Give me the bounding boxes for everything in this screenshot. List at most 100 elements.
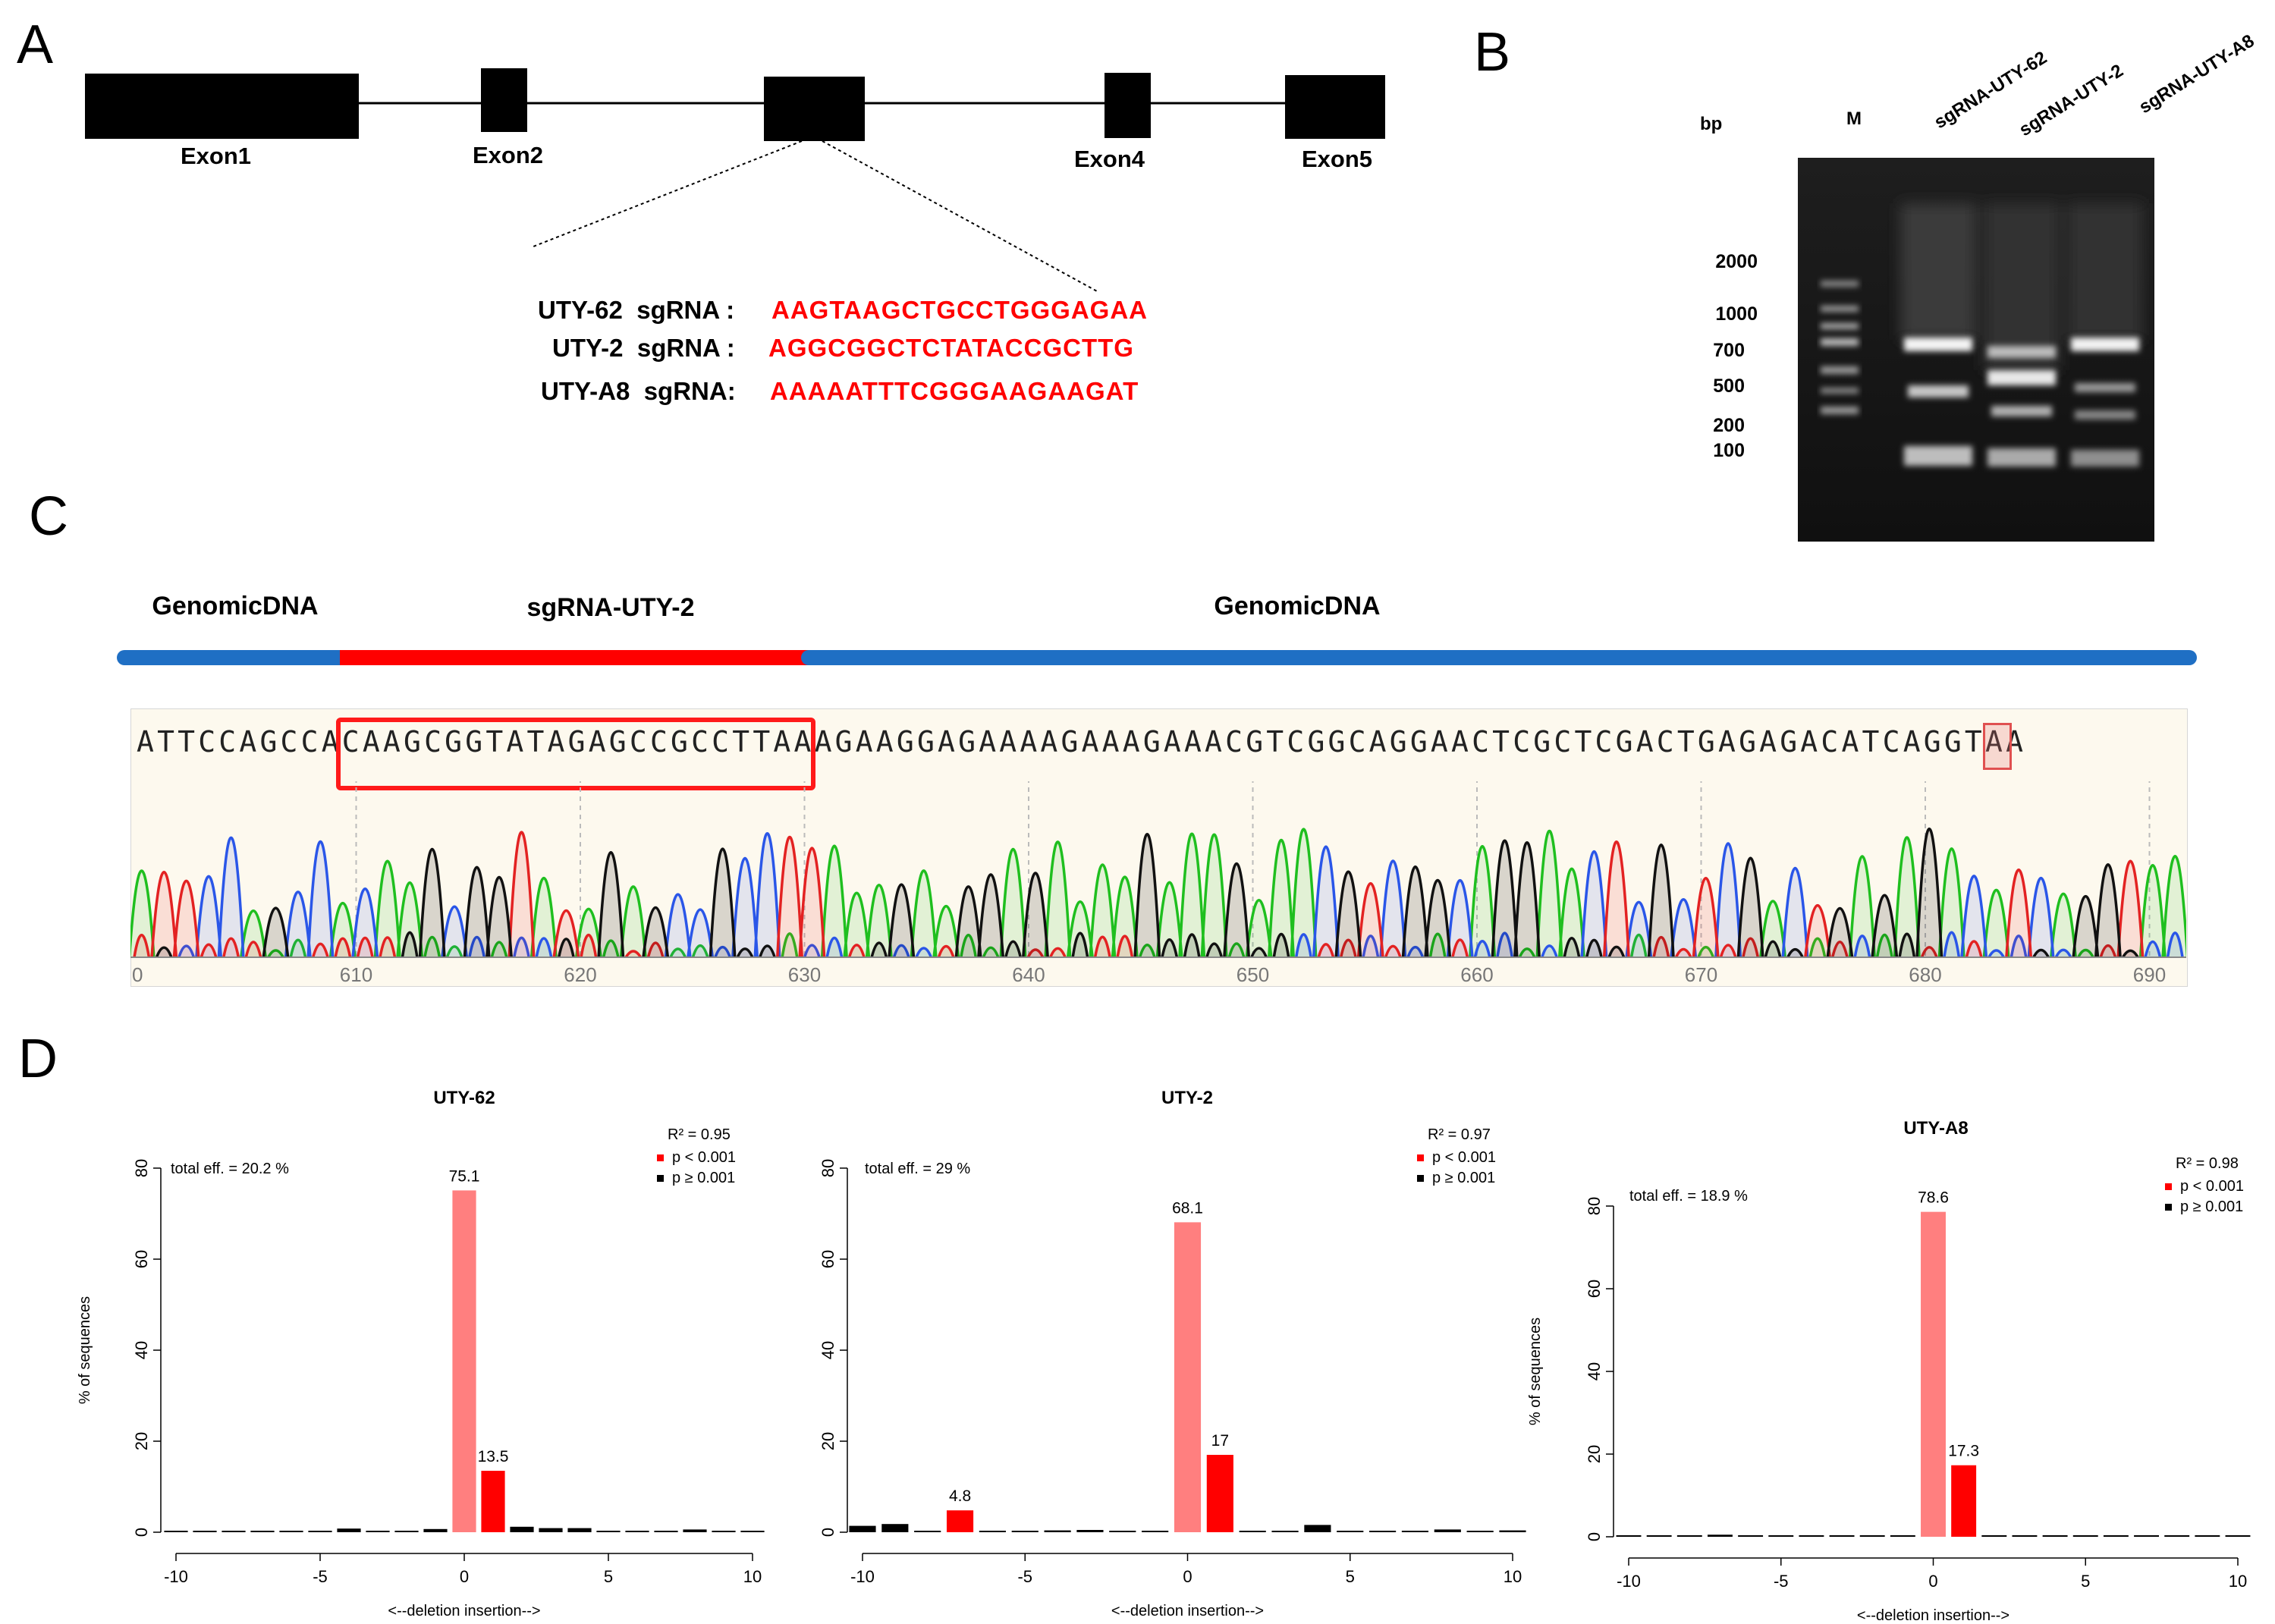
ladder-700-label: 700 [1713, 340, 1745, 361]
x-tick-label: -10 [164, 1567, 188, 1586]
bar-indel-3 [2012, 1535, 2038, 1537]
trace-position-label: 640 [1012, 963, 1045, 986]
exon-2-label: Exon2 [473, 142, 544, 168]
bar-indel--2 [394, 1531, 419, 1532]
y-tick-label: 40 [132, 1341, 151, 1359]
y-tick-label: 80 [1585, 1197, 1604, 1215]
x-tick-label: -5 [1774, 1572, 1789, 1591]
x-tick-label: -10 [1617, 1572, 1641, 1591]
lane-utya8-band-250 [2075, 410, 2135, 419]
y-tick-label: 0 [132, 1528, 151, 1537]
bar-indel--10 [164, 1531, 188, 1532]
bar-indel-1 [1206, 1455, 1233, 1532]
sgrna-highlight-box [336, 718, 815, 790]
bar-indel-6 [1369, 1531, 1397, 1532]
x-tick-label: 5 [1346, 1567, 1355, 1586]
lane-uty2-band-100 [1987, 448, 2056, 466]
zoom-line-right [822, 140, 1099, 293]
lane-uty2-band-650 [1987, 346, 2056, 358]
y-tick-label: 40 [819, 1341, 837, 1359]
bar-indel-10 [2225, 1535, 2251, 1537]
ladder-1000-label: 1000 [1715, 303, 1758, 325]
y-tick-label: 80 [132, 1159, 151, 1177]
region-bar [117, 650, 2197, 665]
legend-swatch-nonsignificant [1417, 1175, 1424, 1182]
x-tick-label: 0 [1183, 1567, 1192, 1586]
bar-value-label: 13.5 [478, 1448, 509, 1465]
bar-indel-7 [1401, 1531, 1429, 1532]
y-tick-label: 60 [1585, 1280, 1604, 1298]
bar-indel--5 [308, 1531, 332, 1532]
bar-indel-5 [596, 1531, 621, 1532]
region-label-genomic-left: GenomicDNA [152, 592, 319, 620]
x-axis-label: <--deletion insertion--> [388, 1603, 540, 1619]
legend-label-significant: p < 0.001 [2180, 1178, 2244, 1195]
bar-value-label: 78.6 [1918, 1189, 1949, 1207]
bar-indel-3 [539, 1528, 563, 1532]
legend-label-significant: p < 0.001 [672, 1149, 736, 1166]
chart-title: UTY-2 [1161, 1088, 1213, 1108]
y-tick-label: 0 [1585, 1532, 1604, 1541]
r-squared: R² = 0.95 [668, 1126, 731, 1143]
y-axis-label: % of sequences [1527, 1318, 1544, 1425]
chart-title: UTY-62 [433, 1088, 495, 1108]
y-tick-label: 0 [819, 1528, 837, 1537]
exon-1-box [85, 74, 359, 139]
ladder-200-label: 200 [1713, 415, 1745, 436]
exon-4-box [1105, 73, 1151, 138]
exon-1-label: Exon1 [181, 143, 252, 169]
bar-indel-9 [1466, 1531, 1494, 1532]
lane-uty62-band-400 [1908, 385, 1969, 397]
bar-indel--7 [1707, 1534, 1733, 1537]
total-efficiency: total eff. = 20.2 % [171, 1161, 289, 1177]
zoom-line-left [533, 140, 803, 247]
legend-label-nonsignificant: p ≥ 0.001 [2180, 1198, 2243, 1215]
sgrna-name-uty62: UTY-62 sgRNA : [538, 296, 735, 324]
indel-charts: UTY-62 total eff. = 20.2 % R² = 0.95 p < 0.… [77, 1088, 2251, 1623]
indel-chart-2: UTY-2 total eff. = 29 % R² = 0.97 p < 0.001… [819, 1088, 1526, 1619]
x-axis-label: <--deletion insertion--> [1111, 1603, 1264, 1619]
chromatogram-traces: 0 610 620 630 640 650 660 670 680 690 [130, 781, 2186, 986]
bar-indel-10 [1499, 1530, 1526, 1532]
bar-indel--6 [1738, 1535, 1764, 1537]
ladder-2000-label: 2000 [1715, 251, 1758, 272]
bar-indel-6 [625, 1531, 649, 1532]
exon-3-box [764, 77, 865, 141]
bar-indel-5 [2072, 1535, 2098, 1537]
x-tick-label: 0 [1928, 1572, 1937, 1591]
bar-indel--1 [1142, 1531, 1169, 1532]
bar-indel--1 [1890, 1535, 1915, 1537]
lane-utya8-label: sgRNA-UTY-A8 [2135, 30, 2258, 118]
y-tick-label: 40 [1585, 1362, 1604, 1381]
bar-value-label: 17 [1211, 1432, 1229, 1450]
y-tick-label: 20 [819, 1432, 837, 1450]
gene-structure-diagram [85, 68, 1385, 293]
ladder-lane [1821, 281, 1859, 414]
bar-indel-1 [1951, 1465, 1977, 1537]
bar-indel-1 [481, 1471, 505, 1532]
bar-indel--10 [849, 1525, 876, 1532]
total-efficiency: total eff. = 18.9 % [1629, 1188, 1748, 1205]
bar-indel--6 [979, 1531, 1006, 1532]
exon-2-box [481, 68, 527, 132]
bar-indel-9 [2195, 1535, 2220, 1537]
bar-value-label: 75.1 [449, 1167, 480, 1185]
trace-t-curve [133, 831, 2145, 958]
bar-indel-8 [1434, 1529, 1461, 1532]
ladder-500-label: 500 [1713, 375, 1745, 397]
trace-position-label: 0 [132, 963, 143, 986]
bar-indel--8 [1676, 1535, 1702, 1537]
trace-sequence: ATTCCAGCCACAAGCGGTATAGAGCCGCCTTAAAGAAGGA… [137, 725, 2027, 759]
lane-uty2-band-250 [1991, 406, 2052, 416]
lane-utya8-band-700 [2071, 338, 2139, 351]
bar-indel-6 [2103, 1535, 2129, 1537]
bar-indel-8 [2164, 1535, 2190, 1537]
bar-indel-2 [1981, 1535, 2007, 1537]
sgrna-name-uty2: UTY-2 sgRNA : [552, 334, 735, 362]
trace-position-label: 680 [1909, 963, 1941, 986]
bar-indel-3 [1271, 1531, 1299, 1532]
bar-indel-7 [2134, 1535, 2160, 1537]
sgrna-seq-utya8: AAAAATTTCGGGAAGAAGAT [770, 377, 1139, 405]
sgrna-seq-uty2: AGGCGGCTCTATACCGCTTG [768, 334, 1134, 362]
bar-indel--2 [1109, 1531, 1136, 1532]
